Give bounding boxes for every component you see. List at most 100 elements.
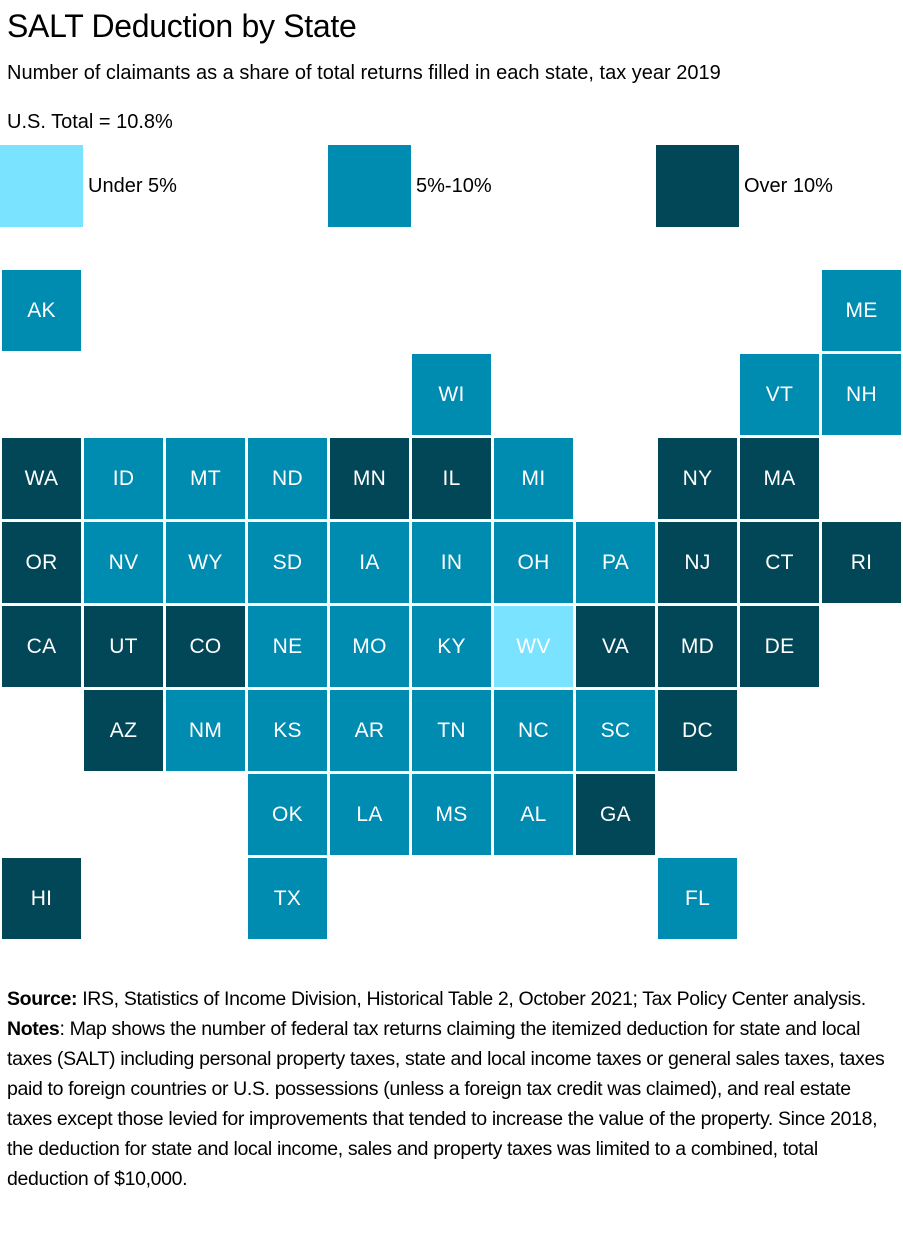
state-label: GA (600, 802, 631, 826)
state-label: RI (850, 550, 873, 574)
state-label: AK (27, 298, 56, 322)
state-label: OK (272, 802, 303, 826)
legend-item-over-10: Over 10% (656, 145, 833, 227)
tile-map: AK ME WI VT NH WA ID MT ND MN IL MI NY MA OR NV WY SD IA IN… (2, 270, 901, 939)
state-tile-ri: RI (822, 522, 901, 603)
state-tile-vt: VT (740, 354, 819, 435)
state-label: TX (273, 886, 302, 910)
state-tile-ms: MS (412, 774, 491, 855)
map-subtitle: Number of claimants as a share of total … (7, 62, 721, 84)
state-label: MO (352, 634, 387, 658)
state-tile-wy: WY (166, 522, 245, 603)
state-label: MN (352, 466, 387, 490)
state-label: AR (354, 718, 385, 742)
state-label: AL (520, 802, 547, 826)
us-total: U.S. Total = 10.8% (7, 111, 173, 133)
state-label: MA (763, 466, 796, 490)
state-tile-mn: MN (330, 438, 409, 519)
state-tile-ma: MA (740, 438, 819, 519)
state-label: MS (435, 802, 468, 826)
state-label: DE (764, 634, 795, 658)
state-tile-il: IL (412, 438, 491, 519)
state-label: LA (356, 802, 383, 826)
state-label: PA (601, 550, 630, 574)
notes-label: Notes (7, 1018, 60, 1040)
state-label: WI (438, 382, 465, 406)
state-tile-va: VA (576, 606, 655, 687)
state-tile-ar: AR (330, 690, 409, 771)
state-label: NV (108, 550, 139, 574)
state-tile-nv: NV (84, 522, 163, 603)
state-tile-ct: CT (740, 522, 819, 603)
state-tile-nd: ND (248, 438, 327, 519)
state-label: KS (273, 718, 302, 742)
state-tile-oh: OH (494, 522, 573, 603)
state-label: ND (272, 466, 303, 490)
state-label: VA (601, 634, 630, 658)
map-title: SALT Deduction by State (7, 8, 357, 44)
notes-text: : Map shows the number of federal tax re… (7, 1018, 885, 1190)
state-label: WY (188, 550, 223, 574)
legend-swatch-5-10 (328, 145, 411, 227)
state-tile-de: DE (740, 606, 819, 687)
state-tile-pa: PA (576, 522, 655, 603)
state-tile-mi: MI (494, 438, 573, 519)
state-label: NY (682, 466, 713, 490)
legend-item-under-5: Under 5% (0, 145, 177, 227)
state-label: CA (26, 634, 57, 658)
state-label: CO (189, 634, 222, 658)
state-label: MI (521, 466, 546, 490)
state-tile-sc: SC (576, 690, 655, 771)
state-tile-az: AZ (84, 690, 163, 771)
state-tile-mo: MO (330, 606, 409, 687)
state-label: IA (359, 550, 380, 574)
state-label: AZ (109, 718, 138, 742)
state-tile-nc: NC (494, 690, 573, 771)
state-tile-wa: WA (2, 438, 81, 519)
state-tile-ia: IA (330, 522, 409, 603)
state-label: NE (272, 634, 303, 658)
state-label: ID (112, 466, 135, 490)
state-label: NM (188, 718, 223, 742)
state-label: NC (518, 718, 549, 742)
state-tile-al: AL (494, 774, 573, 855)
state-label: CT (765, 550, 794, 574)
state-tile-or: OR (2, 522, 81, 603)
state-tile-co: CO (166, 606, 245, 687)
state-tile-mt: MT (166, 438, 245, 519)
state-tile-nm: NM (166, 690, 245, 771)
state-tile-ny: NY (658, 438, 737, 519)
state-tile-ca: CA (2, 606, 81, 687)
state-label: MD (680, 634, 715, 658)
state-label: SC (600, 718, 631, 742)
state-label: MT (190, 466, 221, 490)
state-label: DC (682, 718, 713, 742)
state-tile-wv: WV (494, 606, 573, 687)
legend-swatch-under-5 (0, 145, 83, 227)
legend-swatch-over-10 (656, 145, 739, 227)
state-tile-ks: KS (248, 690, 327, 771)
state-label: FL (684, 886, 711, 910)
state-label: KY (437, 634, 466, 658)
state-label: SD (272, 550, 303, 574)
state-label: WV (516, 634, 551, 658)
state-tile-in: IN (412, 522, 491, 603)
state-tile-id: ID (84, 438, 163, 519)
legend-item-5-10: 5%-10% (328, 145, 492, 227)
state-tile-hi: HI (2, 858, 81, 939)
legend-label-under-5: Under 5% (88, 175, 177, 197)
state-tile-ut: UT (84, 606, 163, 687)
state-label: OH (517, 550, 550, 574)
state-tile-nj: NJ (658, 522, 737, 603)
state-tile-ga: GA (576, 774, 655, 855)
state-label: VT (765, 382, 794, 406)
state-tile-wi: WI (412, 354, 491, 435)
state-tile-md: MD (658, 606, 737, 687)
state-label: UT (109, 634, 138, 658)
state-tile-fl: FL (658, 858, 737, 939)
state-tile-me: ME (822, 270, 901, 351)
state-label: ME (845, 298, 878, 322)
state-tile-la: LA (330, 774, 409, 855)
state-tile-tx: TX (248, 858, 327, 939)
state-label: WA (24, 466, 59, 490)
